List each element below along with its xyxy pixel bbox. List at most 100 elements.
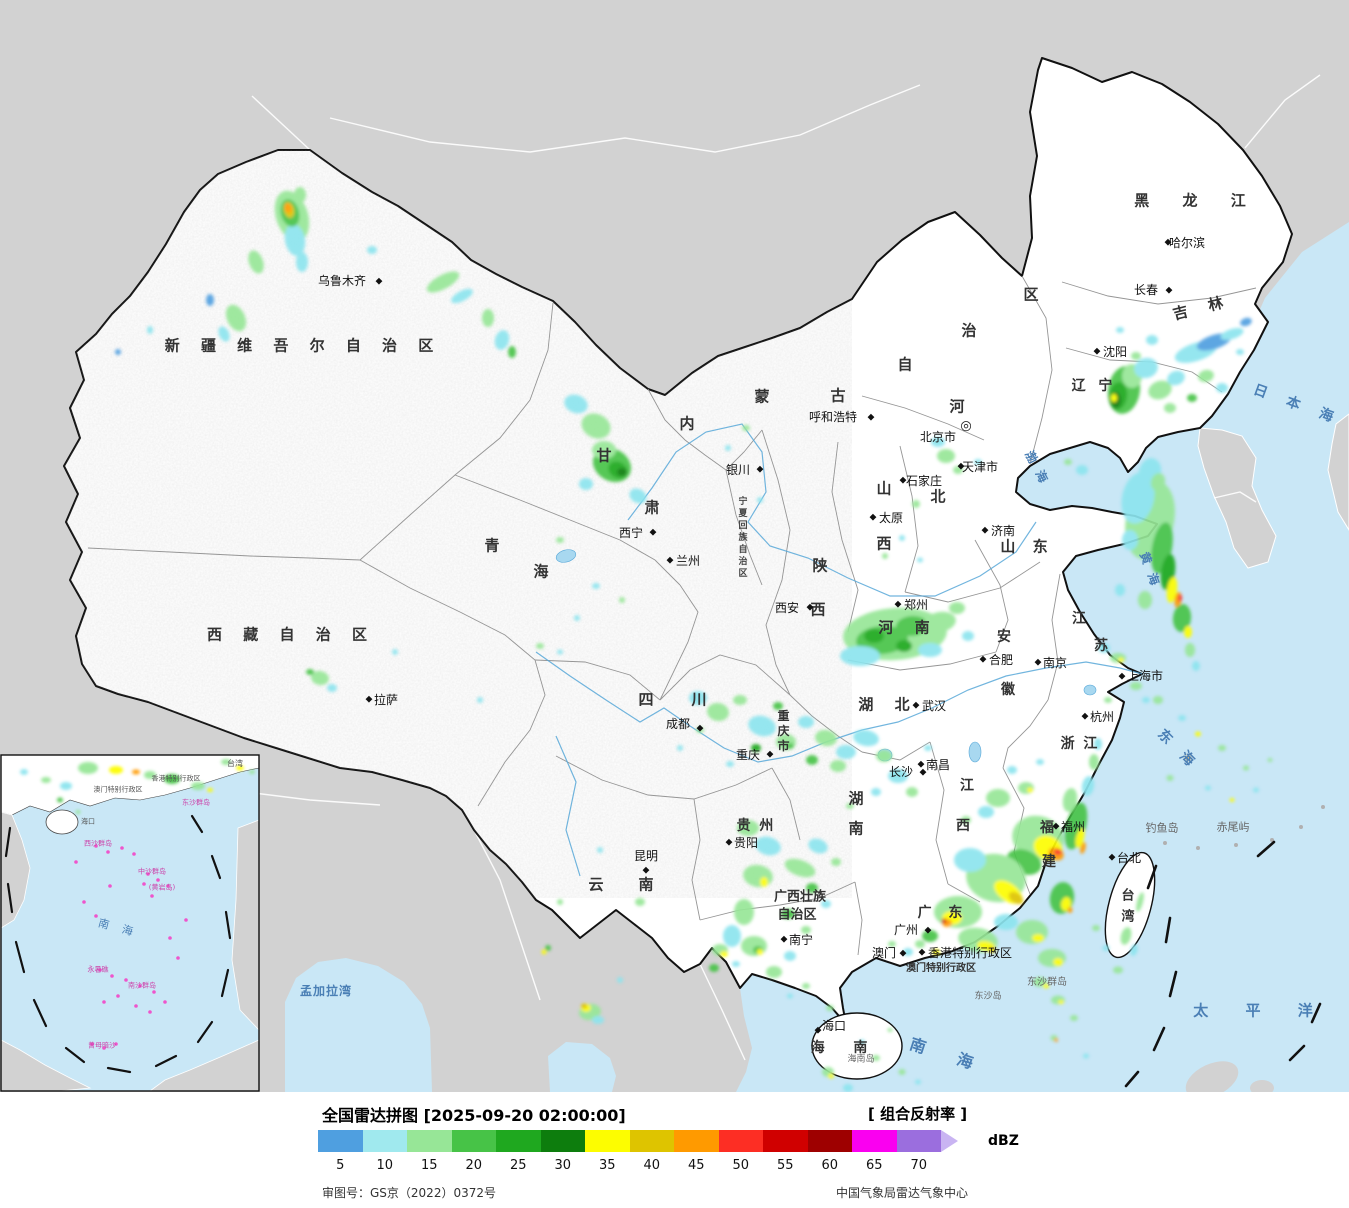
radar-echo	[1116, 327, 1124, 333]
nine-dash-line	[1124, 840, 1322, 1088]
radar-echo	[994, 914, 1018, 930]
island-group-dot	[74, 860, 78, 864]
radar-echo	[164, 774, 180, 784]
radar-echo	[144, 771, 156, 779]
radar-echo	[392, 649, 398, 655]
dbz-unit: dBZ	[988, 1133, 1019, 1149]
radar-echo	[1240, 317, 1252, 327]
radar-echo	[1054, 849, 1062, 855]
radar-echo	[1060, 897, 1072, 911]
legend-cell-45	[674, 1130, 719, 1152]
island-group-dot	[106, 850, 110, 854]
radar-echo	[988, 947, 996, 953]
radar-echo	[748, 715, 776, 737]
radar-echo	[1172, 604, 1192, 632]
radar-echo	[597, 847, 603, 853]
radar-echo	[191, 782, 205, 790]
radar-echo	[784, 858, 816, 878]
legend-cell-35	[585, 1130, 630, 1152]
small-islands	[1163, 805, 1325, 850]
radar-echo	[477, 697, 483, 703]
radar-echo	[806, 883, 818, 893]
dash-segment	[210, 854, 222, 880]
radar-echo	[249, 770, 255, 774]
small-island-dot	[1321, 805, 1325, 809]
radar-echo	[236, 765, 244, 771]
radar-echo	[830, 760, 846, 772]
radar-echo	[581, 1003, 587, 1009]
dash-segment	[220, 968, 230, 998]
radar-echo	[1054, 1038, 1058, 1042]
radar-echo	[974, 459, 982, 465]
island-group-dot	[168, 936, 172, 940]
radar-echo	[41, 777, 51, 783]
island-group-dot	[150, 894, 154, 898]
radar-echo	[986, 789, 1010, 807]
radar-echo	[806, 755, 818, 765]
radar-echo	[924, 745, 932, 751]
small-island-dot	[1270, 838, 1274, 842]
radar-echo	[1070, 1015, 1078, 1021]
radar-echo	[846, 803, 854, 809]
radar-echo	[296, 252, 308, 272]
radar-echo	[508, 346, 516, 358]
radar-echo	[1008, 891, 1024, 905]
radar-echo	[557, 649, 563, 655]
dbz-tick: 25	[509, 1158, 527, 1173]
island-group-dot	[176, 956, 180, 960]
radar-echo	[1115, 584, 1125, 596]
product-name: [ 组合反射率 ]	[868, 1105, 968, 1123]
radar-echo	[1134, 357, 1158, 379]
radar-echo	[876, 750, 892, 762]
radar-echo	[1110, 653, 1126, 663]
radar-echo	[109, 766, 123, 774]
island-group-dot	[132, 852, 136, 856]
island-group-dot	[110, 974, 114, 978]
radar-echo	[720, 951, 728, 957]
radar-echo	[1081, 776, 1095, 796]
island-group-dot	[166, 884, 170, 888]
radar-echo	[284, 203, 292, 213]
radar-echo	[1229, 798, 1235, 802]
radar-echo	[784, 951, 796, 961]
radar-echo	[1104, 697, 1112, 703]
radar-echo	[937, 449, 955, 463]
radar-echo	[1216, 383, 1228, 393]
dbz-tick: 60	[821, 1158, 839, 1173]
radar-echo	[1150, 473, 1166, 491]
radar-echo	[147, 326, 153, 334]
small-island-dot	[1196, 846, 1200, 850]
radar-echo	[541, 949, 547, 955]
radar-echo	[1064, 459, 1072, 465]
radar-echo	[115, 349, 121, 355]
radar-echo	[367, 246, 377, 254]
dash-segment	[1288, 1044, 1306, 1062]
radar-echo	[557, 899, 563, 905]
ocean	[736, 222, 1349, 1092]
radar-echo	[248, 250, 264, 274]
radar-echo	[494, 330, 510, 350]
radar-echo	[808, 838, 828, 854]
radar-echo	[689, 691, 707, 705]
inset-nine-dash-line	[4, 814, 232, 1074]
radar-echo	[831, 858, 841, 866]
dash-segment	[6, 882, 14, 914]
taiwan-island	[1104, 851, 1156, 959]
radar-echo	[564, 394, 588, 414]
radar-echo	[1187, 394, 1197, 402]
radar-echo	[635, 898, 645, 906]
radar-echo	[1236, 349, 1244, 355]
radar-echo	[1094, 738, 1102, 750]
radar-echo	[696, 727, 704, 733]
dash-segment	[1168, 970, 1178, 998]
radar-echo	[915, 1079, 921, 1085]
radar-echo	[327, 684, 337, 692]
small-island-dot	[1163, 841, 1167, 845]
radar-echo	[225, 304, 247, 332]
radar-echo	[426, 271, 460, 293]
island-group-dot	[134, 1004, 138, 1008]
radar-echo	[1218, 745, 1226, 751]
small-island-dot	[1234, 843, 1238, 847]
radar-echo	[581, 413, 611, 439]
philippines	[1185, 1061, 1274, 1092]
